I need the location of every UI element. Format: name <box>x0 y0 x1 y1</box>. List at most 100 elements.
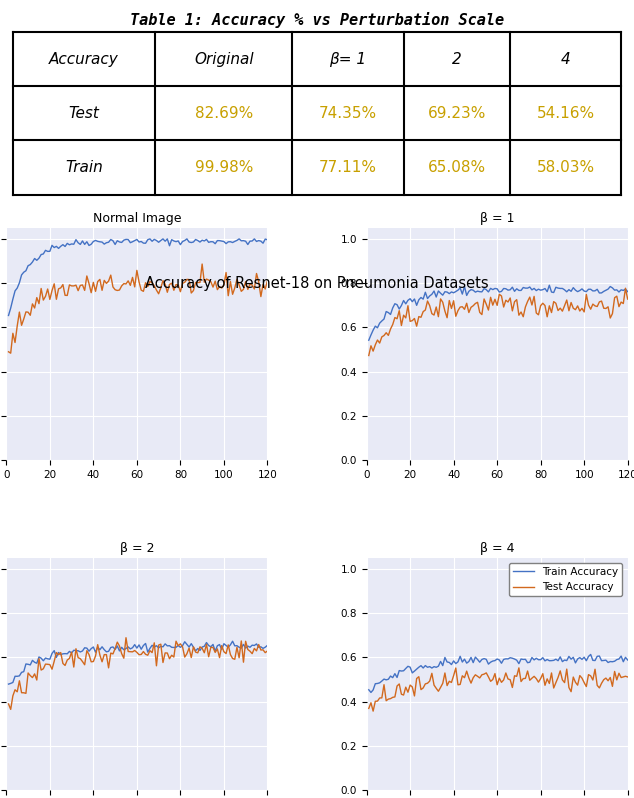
Test Accuracy <box>264 646 271 656</box>
Train Accuracy <box>545 656 553 666</box>
Train Accuracy <box>59 649 67 658</box>
Test Accuracy <box>77 281 84 290</box>
Test Accuracy <box>370 706 377 716</box>
Test Accuracy <box>4 347 12 357</box>
Train Accuracy <box>543 286 551 296</box>
Train Accuracy <box>572 658 579 668</box>
Text: 2: 2 <box>452 52 462 67</box>
Test Accuracy <box>150 281 158 290</box>
Test Accuracy <box>61 661 69 670</box>
Line: Test Accuracy: Test Accuracy <box>8 638 268 709</box>
Train Accuracy <box>74 646 82 655</box>
Title: β = 4: β = 4 <box>480 542 514 555</box>
Train Accuracy <box>572 286 579 295</box>
Text: Test: Test <box>68 106 100 120</box>
Test Accuracy <box>511 671 519 681</box>
Train Accuracy <box>618 285 625 294</box>
Train Accuracy <box>229 637 236 646</box>
Test Accuracy <box>77 654 84 663</box>
Test Accuracy <box>7 349 15 358</box>
Train Accuracy <box>624 655 631 665</box>
Test Accuracy <box>188 653 195 662</box>
Train Accuracy <box>4 679 12 689</box>
Test Accuracy <box>214 644 221 654</box>
Train Accuracy <box>437 657 444 666</box>
Line: Train Accuracy: Train Accuracy <box>8 239 268 315</box>
Text: 69.23%: 69.23% <box>427 106 486 120</box>
Train Accuracy <box>146 234 153 243</box>
Test Accuracy <box>122 633 130 642</box>
Test Accuracy <box>615 302 623 311</box>
Test Accuracy <box>153 661 160 670</box>
Train Accuracy <box>365 685 373 694</box>
Test Accuracy <box>214 285 221 294</box>
Test Accuracy <box>4 699 12 709</box>
Test Accuracy <box>437 682 444 692</box>
Train Accuracy <box>257 236 264 246</box>
Line: Test Accuracy: Test Accuracy <box>369 288 628 355</box>
Train Accuracy <box>365 335 373 345</box>
Train Accuracy <box>148 641 156 650</box>
Train Accuracy <box>150 235 158 244</box>
Test Accuracy <box>574 681 581 690</box>
Train Accuracy <box>257 642 264 652</box>
Line: Test Accuracy: Test Accuracy <box>369 668 628 711</box>
Line: Train Accuracy: Train Accuracy <box>369 285 628 340</box>
Train Accuracy <box>587 650 595 659</box>
Test Accuracy <box>419 307 427 317</box>
Text: 54.16%: 54.16% <box>536 106 595 120</box>
Line: Test Accuracy: Test Accuracy <box>8 264 268 354</box>
Text: Original: Original <box>194 52 254 67</box>
Text: 74.35%: 74.35% <box>319 106 377 120</box>
Test Accuracy <box>264 276 271 286</box>
Text: 65.08%: 65.08% <box>428 160 486 175</box>
Train Accuracy <box>59 240 67 250</box>
Train Accuracy <box>209 640 217 650</box>
Test Accuracy <box>365 350 373 360</box>
Train Accuracy <box>419 294 427 304</box>
Legend: Train Accuracy, Test Accuracy: Train Accuracy, Test Accuracy <box>509 563 623 596</box>
Test Accuracy <box>624 672 631 681</box>
Train Accuracy <box>624 286 631 296</box>
Test Accuracy <box>365 704 373 713</box>
Train Accuracy <box>185 237 193 247</box>
Train Accuracy <box>422 661 429 670</box>
Test Accuracy <box>515 663 522 673</box>
Test Accuracy <box>198 259 206 269</box>
Test Accuracy <box>7 705 15 714</box>
Train Accuracy <box>511 654 519 664</box>
Test Accuracy <box>422 679 429 689</box>
Test Accuracy <box>508 306 516 316</box>
Text: Accuracy of Resnet-18 on Pneumonia Datasets: Accuracy of Resnet-18 on Pneumonia Datas… <box>145 276 489 291</box>
Test Accuracy <box>622 283 630 293</box>
Title: Normal Image: Normal Image <box>93 212 181 225</box>
Title: β = 2: β = 2 <box>120 542 154 555</box>
Test Accuracy <box>548 668 555 678</box>
Test Accuracy <box>259 279 267 289</box>
Test Accuracy <box>61 290 69 300</box>
Line: Train Accuracy: Train Accuracy <box>369 654 628 693</box>
Train Accuracy <box>264 641 271 650</box>
Train Accuracy <box>434 286 442 296</box>
Text: β= 1: β= 1 <box>330 52 366 67</box>
Test Accuracy <box>543 312 551 322</box>
Text: 82.69%: 82.69% <box>195 106 253 120</box>
Text: 77.11%: 77.11% <box>319 160 377 175</box>
Train Accuracy <box>74 238 82 247</box>
Train Accuracy <box>367 688 375 697</box>
Text: 4: 4 <box>560 52 571 67</box>
Test Accuracy <box>624 294 631 304</box>
Train Accuracy <box>211 239 219 248</box>
Train Accuracy <box>183 640 191 650</box>
Text: Accuracy: Accuracy <box>49 52 119 67</box>
Text: Table 1: Accuracy % vs Perturbation Scale: Table 1: Accuracy % vs Perturbation Scal… <box>130 12 504 28</box>
Test Accuracy <box>619 672 627 681</box>
Test Accuracy <box>259 645 267 654</box>
Text: 58.03%: 58.03% <box>536 160 595 175</box>
Train Accuracy <box>508 282 516 292</box>
Test Accuracy <box>185 275 193 284</box>
Line: Train Accuracy: Train Accuracy <box>8 642 268 684</box>
Test Accuracy <box>569 303 577 313</box>
Test Accuracy <box>434 312 442 322</box>
Text: Train: Train <box>65 160 103 175</box>
